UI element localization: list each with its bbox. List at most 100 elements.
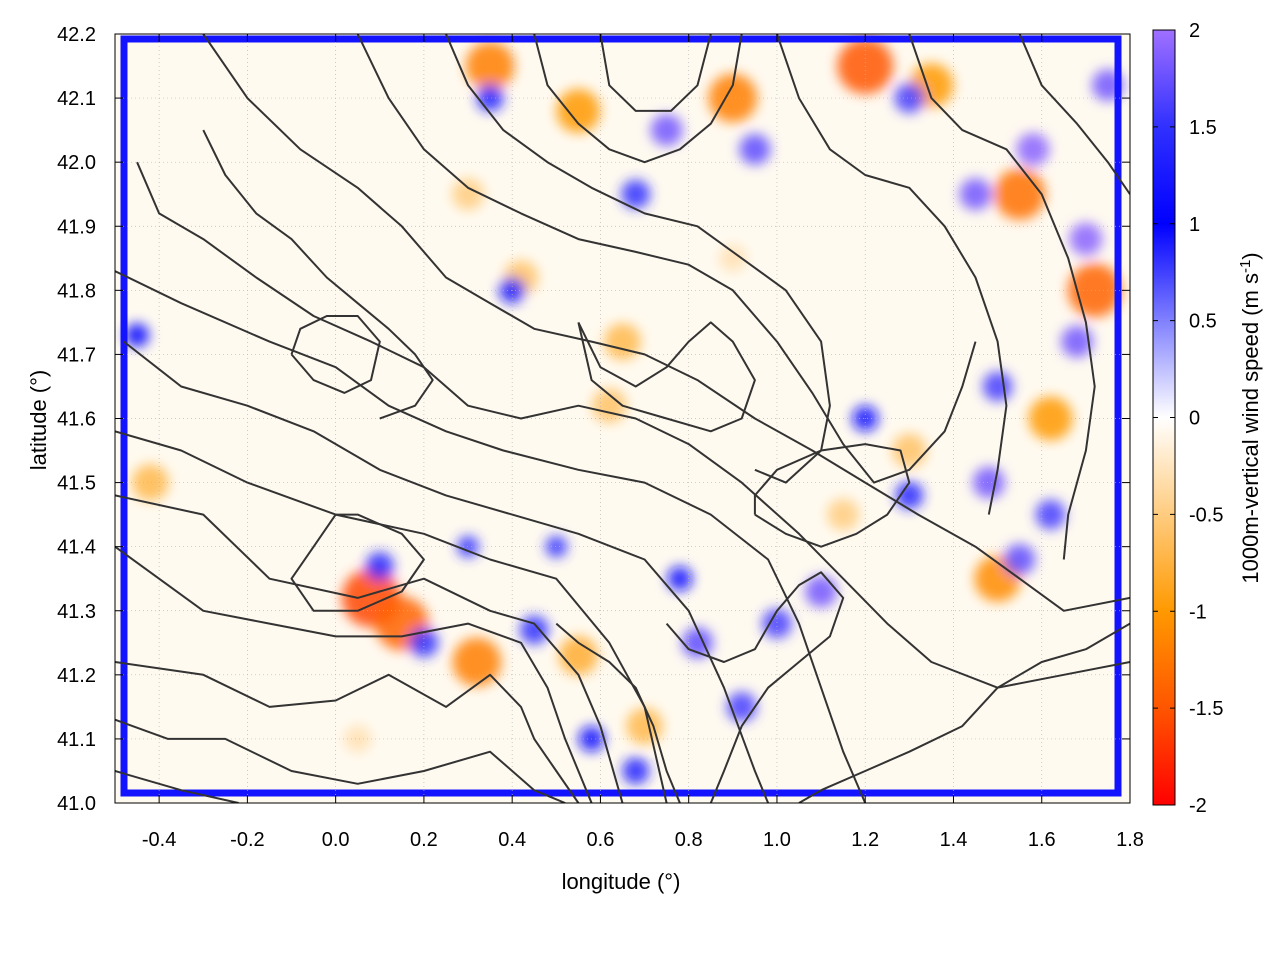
x-axis-ticks: -0.4 -0.2 0.0 0.2 0.4 0.6 0.8 1.0 1.2 1.4 1.6 1.8	[142, 34, 1144, 851]
colorbar-label: 1000m-vertical wind speed (m s-1)	[1237, 252, 1263, 583]
colorbar-tick-label: -0.5	[1189, 504, 1223, 526]
downdraft-cell	[827, 498, 860, 531]
y-tick-label: 41.7	[57, 344, 96, 366]
x-tick-label: -0.2	[230, 829, 264, 851]
colorbar-tick-label: 2	[1189, 20, 1200, 42]
y-tick-label: 41.2	[57, 665, 96, 687]
y-tick-label: 41.4	[57, 537, 96, 559]
contour-line	[798, 622, 1130, 803]
colorbar-tick-label: 1	[1189, 214, 1200, 236]
updraft-cell	[650, 114, 683, 147]
colorbar-label-main: 1000m-vertical wind speed (m s	[1238, 273, 1263, 584]
x-tick-label: 1.0	[763, 829, 791, 851]
updraft-cell	[739, 133, 771, 165]
colorbar-tick-label: -2	[1189, 795, 1207, 817]
contour-line	[776, 34, 1008, 515]
contour-line	[115, 770, 239, 803]
contour-line	[908, 34, 1096, 560]
updraft-cell	[519, 615, 549, 645]
contour-line	[115, 270, 867, 803]
contour-line	[356, 34, 977, 484]
y-tick-label: 41.9	[57, 216, 96, 238]
updraft-cell	[894, 83, 925, 114]
updraft-cell	[1016, 132, 1050, 166]
y-tick-label: 41.5	[57, 473, 96, 495]
colorbar-tick-label: 0	[1189, 408, 1200, 430]
downdraft-cell	[719, 244, 747, 272]
contour-line	[136, 161, 1130, 689]
contour-line	[533, 34, 743, 164]
x-tick-label: -0.4	[142, 829, 176, 851]
colorbar-tick-label: 1.5	[1189, 117, 1217, 139]
contour-line	[1018, 34, 1130, 195]
y-tick-label: 42.0	[57, 152, 96, 174]
contour-line	[115, 494, 624, 803]
downdraft-cell	[558, 636, 598, 676]
updraft-cell	[667, 566, 693, 592]
x-tick-label: 1.8	[1116, 829, 1144, 851]
updraft-cell	[982, 371, 1013, 402]
colorbar-ticks: 2 1.5 1 0.5 0 -0.5 -1 -1.5 -2	[1153, 20, 1223, 817]
contour-line	[115, 661, 580, 803]
contour-line	[290, 513, 425, 612]
contour-line	[577, 321, 756, 433]
contour-line	[290, 315, 381, 394]
downdraft-cell	[465, 41, 515, 91]
updraft-cell	[1069, 222, 1103, 256]
updraft-cell	[1004, 543, 1036, 575]
y-tick-label: 41.3	[57, 601, 96, 623]
y-axis-label: latitude (°)	[26, 370, 51, 471]
contour-line	[665, 571, 845, 803]
contour-line	[202, 129, 434, 420]
updraft-cell	[621, 179, 651, 209]
contour-line	[115, 718, 566, 803]
x-tick-label: 1.4	[940, 829, 968, 851]
x-tick-label: 1.6	[1028, 829, 1056, 851]
x-tick-label: 1.2	[851, 829, 879, 851]
colorbar-tick-label: -1.5	[1189, 698, 1223, 720]
y-tick-label: 42.2	[57, 24, 96, 46]
contour-line	[202, 34, 1130, 612]
x-tick-label: 0.0	[322, 829, 350, 851]
x-tick-label: 0.4	[498, 829, 526, 851]
downdraft-cell	[1028, 396, 1073, 441]
contour-line	[445, 34, 831, 484]
updraft-cell	[805, 575, 838, 608]
updraft-cell	[1035, 499, 1066, 530]
x-tick-label: 0.6	[587, 829, 615, 851]
updraft-cell	[1061, 325, 1094, 358]
domain-boundary-band	[120, 35, 1122, 797]
downdraft-cell	[708, 73, 758, 123]
downdraft-cell	[556, 88, 601, 133]
updraft-cell	[761, 608, 792, 639]
downdraft-cell	[994, 168, 1046, 220]
x-tick-label: 0.2	[410, 829, 438, 851]
y-axis-ticks: 41.0 41.1 41.2 41.3 41.4 41.5 41.6 41.7 41.8 41.9…	[57, 24, 1130, 815]
colorbar-tick-label: -1	[1189, 601, 1207, 623]
downdraft-cell	[344, 725, 372, 753]
contour-line	[123, 340, 770, 803]
updraft-cell	[545, 535, 568, 558]
updraft-cell	[895, 481, 924, 510]
updraft-cell	[959, 178, 992, 211]
downdraft-cell	[626, 707, 663, 745]
y-tick-label: 41.8	[57, 280, 96, 302]
contour-line	[555, 622, 681, 803]
colorbar-label-end: )	[1238, 252, 1263, 259]
downdraft-cell	[452, 637, 502, 687]
y-tick-label: 42.1	[57, 88, 96, 110]
updraft-cell	[365, 551, 394, 580]
contour-line	[599, 34, 712, 112]
y-tick-label: 41.1	[57, 729, 96, 751]
downdraft-cell	[452, 178, 485, 211]
contour-line	[753, 443, 911, 548]
y-tick-label: 41.6	[57, 409, 96, 431]
updraft-cell	[622, 757, 650, 785]
colorbar-label-superscript: -1	[1237, 260, 1254, 273]
y-tick-label: 41.0	[57, 793, 96, 815]
colorbar-tick-label: 0.5	[1189, 311, 1217, 333]
x-axis-label: longitude (°)	[562, 869, 681, 894]
contour-line	[115, 430, 668, 803]
terrain-contours	[115, 34, 1130, 803]
